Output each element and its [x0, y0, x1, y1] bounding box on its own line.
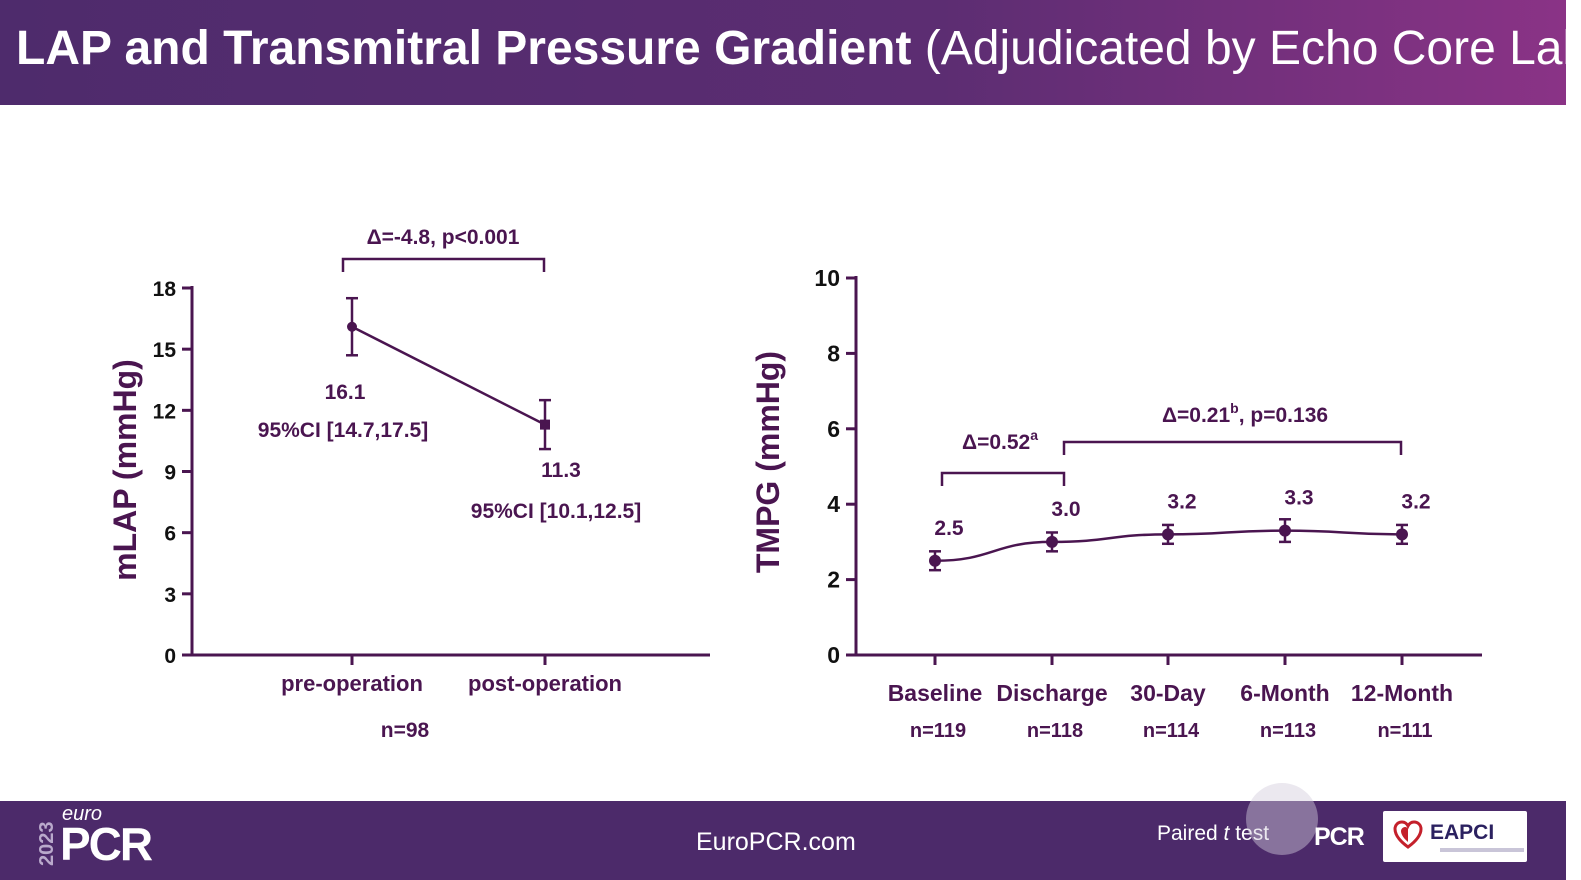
- tmpg-y-tick-label: 6: [827, 416, 840, 442]
- tmpg-point: [1046, 535, 1058, 548]
- tmpg-comparison-a-delta: Δ=0.52: [962, 431, 1030, 454]
- tmpg-x-tick-label: Discharge: [996, 680, 1107, 706]
- paired-t-test-note: Paired t test: [1157, 822, 1269, 846]
- tmpg-chart: 0 2 4 6 8 10 Baseline n=119 Discharge n=118 30-Day…: [750, 265, 1482, 742]
- mlap-series-line: [351, 325, 546, 426]
- mlap-n-label: n=98: [381, 719, 430, 742]
- mlap-y-tick-label: 9: [164, 462, 176, 485]
- mlap-comparison-label: Δ=-4.8, p<0.001: [367, 226, 520, 249]
- mlap-ci-label-post: 95%CI [10.1,12.5]: [471, 500, 641, 523]
- mlap-ci-label-pre: 95%CI [14.7,17.5]: [258, 419, 428, 442]
- tmpg-comparison-a-sup: a: [1030, 427, 1038, 443]
- mlap-y-axis-label: mLAP (mmHg): [107, 359, 143, 581]
- logo-pcr: PCR: [60, 818, 153, 870]
- watermark-logo: [1246, 783, 1318, 855]
- tmpg-bracket-baseline-discharge: [940, 471, 1066, 486]
- site-url[interactable]: EuroPCR.com: [696, 828, 856, 856]
- tmpg-y-tick-label: 2: [827, 567, 840, 593]
- tmpg-value-label: 3.2: [1167, 490, 1196, 513]
- ttest-prefix: Paired: [1157, 822, 1224, 845]
- tmpg-point: [1279, 524, 1291, 537]
- title-bold: LAP and Transmitral Pressure Gradient: [16, 22, 912, 75]
- ttest-suffix: test: [1229, 822, 1270, 845]
- tmpg-comparison-b: Δ=0.21b, p=0.136: [1162, 400, 1328, 427]
- tmpg-value-label: 3.2: [1401, 490, 1430, 513]
- mlap-value-label-post: 11.3: [541, 459, 581, 482]
- tmpg-n-label: n=114: [1143, 720, 1200, 742]
- tmpg-y-axis-label: TMPG (mmHg): [750, 351, 786, 573]
- title-bar: [0, 0, 1566, 105]
- tmpg-point: [1162, 528, 1174, 541]
- eapci-logo-text: EAPCI: [1430, 821, 1495, 844]
- tmpg-x-tick-label: 6-Month: [1240, 680, 1329, 706]
- mlap-y-tick-label: 12: [153, 400, 176, 423]
- pcr-small-logo: PCR: [1314, 823, 1365, 851]
- mlap-value-label-pre: 16.1: [325, 381, 366, 404]
- tmpg-y-tick-label: 8: [827, 340, 840, 366]
- tmpg-n-label: n=118: [1027, 720, 1083, 742]
- tmpg-n-label: n=111: [1377, 720, 1432, 742]
- tmpg-value-label: 3.3: [1284, 487, 1313, 510]
- footer-bar: [0, 801, 1566, 880]
- mlap-y-tick-label: 6: [164, 523, 176, 546]
- europcr-logo-year: 2023: [36, 822, 58, 867]
- tmpg-point: [1396, 528, 1408, 541]
- title-normal: (Adjudicated by Echo Core Lab): [924, 22, 1581, 75]
- tmpg-comparison-b-rest: , p=0.136: [1239, 404, 1328, 427]
- tmpg-x-tick-label: 30-Day: [1130, 680, 1206, 706]
- charts: 0 3 6 9 12 15 18 mLAP (mmHg) Δ=-4.8, p<0.001 1…: [107, 226, 1482, 742]
- tmpg-x-tick-label: Baseline: [888, 680, 983, 706]
- eapci-subtitle-line: [1440, 848, 1524, 852]
- tmpg-comparison-b-delta: Δ=0.21: [1162, 404, 1231, 427]
- tmpg-y-tick-label: 4: [827, 491, 840, 517]
- heart-icon: [1393, 820, 1423, 849]
- tmpg-comparison-b-sup: b: [1230, 400, 1239, 416]
- mlap-point: [540, 419, 550, 430]
- tmpg-value-label: 3.0: [1051, 498, 1080, 521]
- mlap-y-tick-label: 0: [164, 645, 176, 668]
- mlap-x-label-post: post-operation: [468, 671, 622, 696]
- logo-year-text: 2023: [36, 822, 58, 867]
- mlap-y-tick-label: 3: [164, 584, 176, 607]
- tmpg-bracket-discharge-12month: [1062, 440, 1403, 455]
- tmpg-y-tick-label: 10: [814, 265, 840, 291]
- tmpg-n-label: n=119: [910, 720, 966, 742]
- ttest-italic: t: [1223, 822, 1230, 845]
- tmpg-y-tick-label: 0: [827, 642, 840, 668]
- tmpg-x-tick-label: 12-Month: [1351, 680, 1453, 706]
- tmpg-value-label: 2.5: [934, 517, 964, 540]
- tmpg-n-label: n=113: [1260, 720, 1316, 742]
- mlap-x-label-pre: pre-operation: [281, 671, 423, 696]
- slide-title: LAP and Transmitral Pressure Gradient (A…: [16, 20, 1581, 78]
- mlap-point: [347, 321, 357, 332]
- mlap-comparison-bracket: [341, 257, 546, 272]
- mlap-chart: 0 3 6 9 12 15 18 mLAP (mmHg) Δ=-4.8, p<0.001 1…: [107, 226, 710, 742]
- mlap-y-tick-label: 15: [153, 339, 177, 362]
- tmpg-point: [929, 554, 941, 567]
- logo-euro: euro: [62, 803, 103, 825]
- tmpg-comparison-a: Δ=0.52a: [962, 427, 1038, 454]
- mlap-y-tick-label: 18: [153, 278, 177, 301]
